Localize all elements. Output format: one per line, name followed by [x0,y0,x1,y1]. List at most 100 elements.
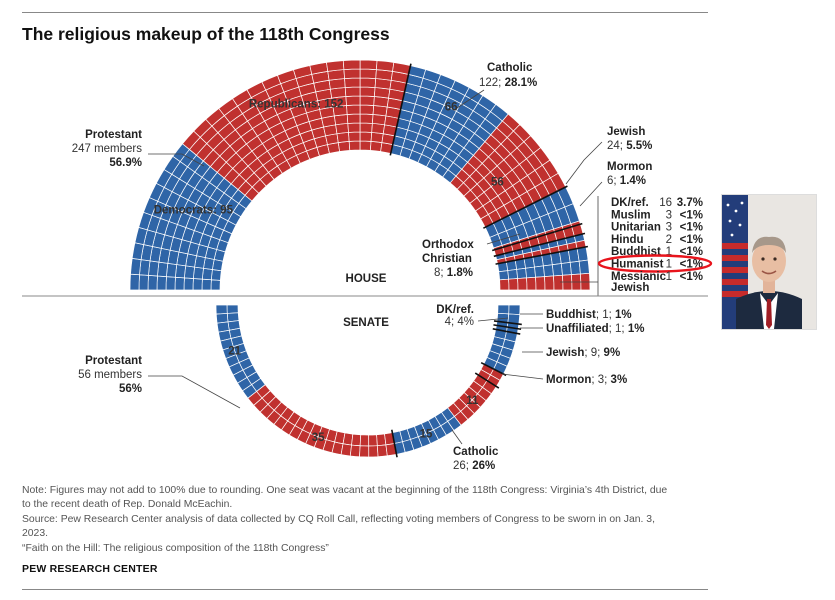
house-seat [498,270,509,281]
label-part: ; 3; [591,374,610,386]
house-seat [507,269,518,280]
table-row-pct: 3.7% [677,197,703,209]
house-seat [147,275,158,291]
house-seat [348,131,361,142]
house-seat [336,132,350,143]
house-orthodox-detail: 8; 1.8% [434,267,473,279]
house-seat [326,60,345,72]
table-row-count: 3 [666,209,672,221]
house-seat [157,261,169,278]
senate-party-count: 11 [466,395,479,407]
house-seat [359,68,377,79]
house-mormon-detail: 6; 1.4% [607,175,646,187]
house-seat [342,59,361,70]
table-row-name: Muslim [611,209,651,221]
house-seat [138,274,149,291]
highlight-circle [597,254,713,273]
house-seat [346,113,361,124]
label-part: 24; [607,140,626,152]
house-protestant-pct: 56.9% [109,157,142,169]
label-part: 3% [611,374,628,386]
leader-line [486,233,521,245]
house-seat [370,132,384,144]
leader-line [501,373,544,380]
senate-dkref-detail: 4; 4% [445,316,474,328]
house-jewish-detail: 24; 5.5% [607,140,652,152]
house-seat [526,276,537,291]
house-seat [535,276,546,291]
senate-protestant-label: Protestant [85,355,142,367]
table-row-pct: <1% [680,271,703,283]
house-seat [508,278,519,291]
callout-leader-lines [148,89,603,445]
label-part: 9% [604,347,621,359]
table-row-count: 1 [666,259,672,271]
label-part: 28.1% [505,77,538,89]
house-seat [166,262,178,278]
senate-catholic-detail: 26; 26% [453,460,495,472]
senate-mormon-label: Mormon; 3; 3% [546,374,627,386]
label-part: Unaffiliated [546,323,609,335]
senate-protestant-detail: 56 members [78,369,142,381]
house-seat [344,86,361,97]
senate-seat [368,445,379,458]
senate-dkref-label: DK/ref. [436,304,474,316]
senate-group-divider [391,429,398,458]
bottom-rule [22,589,708,590]
senate-catholic-label: Catholic [453,446,499,458]
report-title-line: “Faith on the Hill: The religious compos… [22,542,329,554]
table-row-name: Humanist [611,259,664,271]
house-group-divider [492,222,583,252]
senate-seat [351,433,362,447]
house-group-divider [483,185,568,229]
house-seat [359,140,372,151]
house-seat [148,260,160,277]
senate-seat [359,434,370,447]
table-row-name: DK/ref. [611,197,649,209]
house-seat [335,123,349,135]
senate-label: SENATE [343,317,389,329]
label-part: 26; [453,460,472,472]
house-seat [551,263,563,277]
label-part: 122; [479,77,505,89]
label-part: ; 9; [584,347,603,359]
group-dividers [389,63,589,458]
house-party-count: 56 [491,177,504,189]
label-part: 1% [628,323,645,335]
label-part: 6; [607,175,620,187]
house-seat [337,141,351,152]
senate-buddhist-label: Buddhist; 1; 1% [546,309,632,321]
house-seat [544,275,555,291]
portrait-image [722,195,816,329]
table-row-count: 2 [666,234,672,246]
table-row-name: Messianic [611,271,667,283]
house-seat [343,68,361,79]
house-orthodox-label: Orthodox [422,239,474,251]
house-party-count: 66 [445,101,458,113]
house-seat [359,104,375,115]
senate-seat [342,432,354,446]
house-seat [359,95,375,106]
house-seat-arc [129,59,591,291]
table-row-pct: <1% [680,234,703,246]
house-seat [346,104,361,115]
senate-seat [226,304,239,314]
house-seat [174,276,185,291]
label-part: 4% [457,316,474,328]
senate-party-count: 35 [312,432,325,444]
label-part: 1% [615,309,632,321]
house-label: HOUSE [346,273,387,285]
house-protestant-detail: 247 members [72,143,143,155]
house-seat [517,277,528,291]
house-seat [359,131,373,142]
house-party-count: Republicans: 152 [249,99,344,111]
top-rule [22,12,708,13]
congressman-photo [721,194,817,330]
house-seat [359,86,376,97]
senate-group-divider [492,328,521,335]
house-seat [371,123,385,135]
table-row-count: 1 [666,271,672,283]
table-row-name: Hindu [611,234,644,246]
house-group-divider [493,232,586,258]
senate-seat [215,313,229,324]
